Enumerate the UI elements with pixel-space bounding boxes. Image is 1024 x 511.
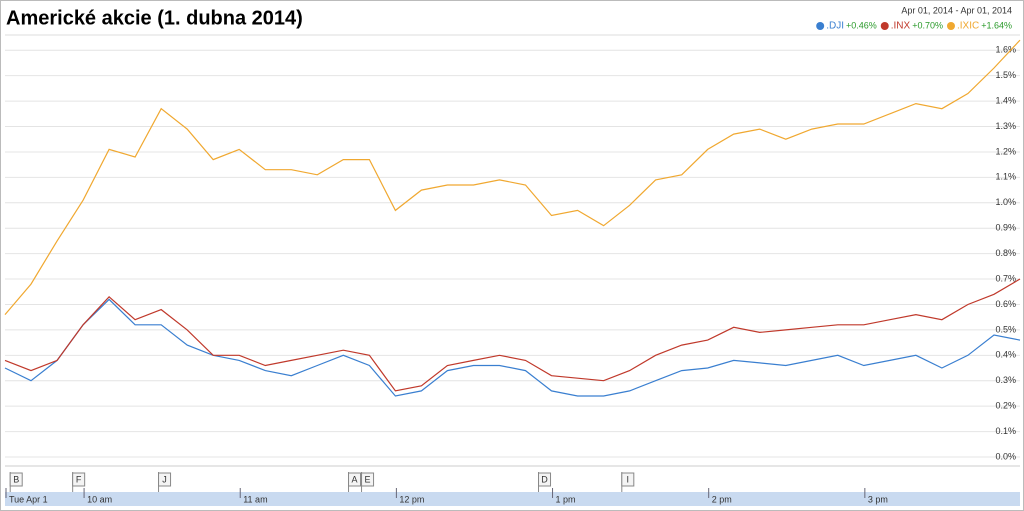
event-label: E <box>365 474 371 484</box>
date-range: Apr 01, 2014 - Apr 01, 2014 <box>901 5 1012 15</box>
x-tick-label: Tue Apr 1 <box>9 494 48 504</box>
event-flag <box>158 472 172 487</box>
y-tick-label: 1.4% <box>995 95 1016 105</box>
y-tick-label: 0.1% <box>995 426 1016 436</box>
series-line <box>4 298 1021 397</box>
time-axis-bar <box>5 492 1020 506</box>
x-tick-label: 1 pm <box>556 494 576 504</box>
legend-change: +0.46% <box>846 20 877 30</box>
event-label: F <box>76 474 82 484</box>
y-tick-label: 1.0% <box>995 197 1016 207</box>
event-flag <box>621 472 635 487</box>
y-tick-label: 0.9% <box>995 223 1016 233</box>
chart-title: Americké akcie (1. dubna 2014) <box>6 7 303 29</box>
y-tick-label: 0.6% <box>995 299 1016 309</box>
y-tick-label: 0.8% <box>995 248 1016 258</box>
y-tick-label: 1.6% <box>995 45 1016 55</box>
event-label: A <box>352 474 358 484</box>
legend-name: .IXIC <box>957 21 979 32</box>
x-tick-label: 10 am <box>87 494 112 504</box>
y-tick-label: 0.5% <box>995 324 1016 334</box>
y-tick-label: 0.0% <box>995 451 1016 461</box>
event-label: D <box>541 474 548 484</box>
legend-swatch <box>946 22 955 30</box>
y-tick-label: 1.1% <box>995 172 1016 182</box>
legend-swatch <box>880 22 889 30</box>
y-tick-label: 0.4% <box>995 350 1016 360</box>
event-label: B <box>13 474 19 484</box>
y-tick-label: 1.3% <box>995 121 1016 131</box>
y-tick-label: 1.2% <box>995 146 1016 156</box>
x-tick-label: 3 pm <box>868 494 888 504</box>
legend-change: +1.64% <box>981 20 1012 30</box>
legend-swatch <box>816 22 825 30</box>
y-tick-label: 1.5% <box>995 70 1016 80</box>
y-tick-label: 0.7% <box>995 273 1016 283</box>
series-line <box>4 278 1021 392</box>
event-label: I <box>627 474 630 484</box>
legend-name: .DJI <box>826 21 844 32</box>
event-flag <box>361 472 375 487</box>
series-line <box>4 39 1021 315</box>
y-tick-label: 0.3% <box>995 375 1016 385</box>
legend-name: .INX <box>891 21 911 32</box>
event-flag <box>9 472 23 487</box>
event-label: J <box>162 474 167 484</box>
y-tick-label: 0.2% <box>995 401 1016 411</box>
legend-change: +0.70% <box>912 20 943 30</box>
event-flag <box>538 472 552 487</box>
x-tick-label: 12 pm <box>399 494 424 504</box>
event-flag <box>348 472 362 487</box>
event-flag <box>72 472 86 487</box>
x-tick-label: 2 pm <box>712 494 732 504</box>
x-tick-label: 11 am <box>243 494 267 504</box>
